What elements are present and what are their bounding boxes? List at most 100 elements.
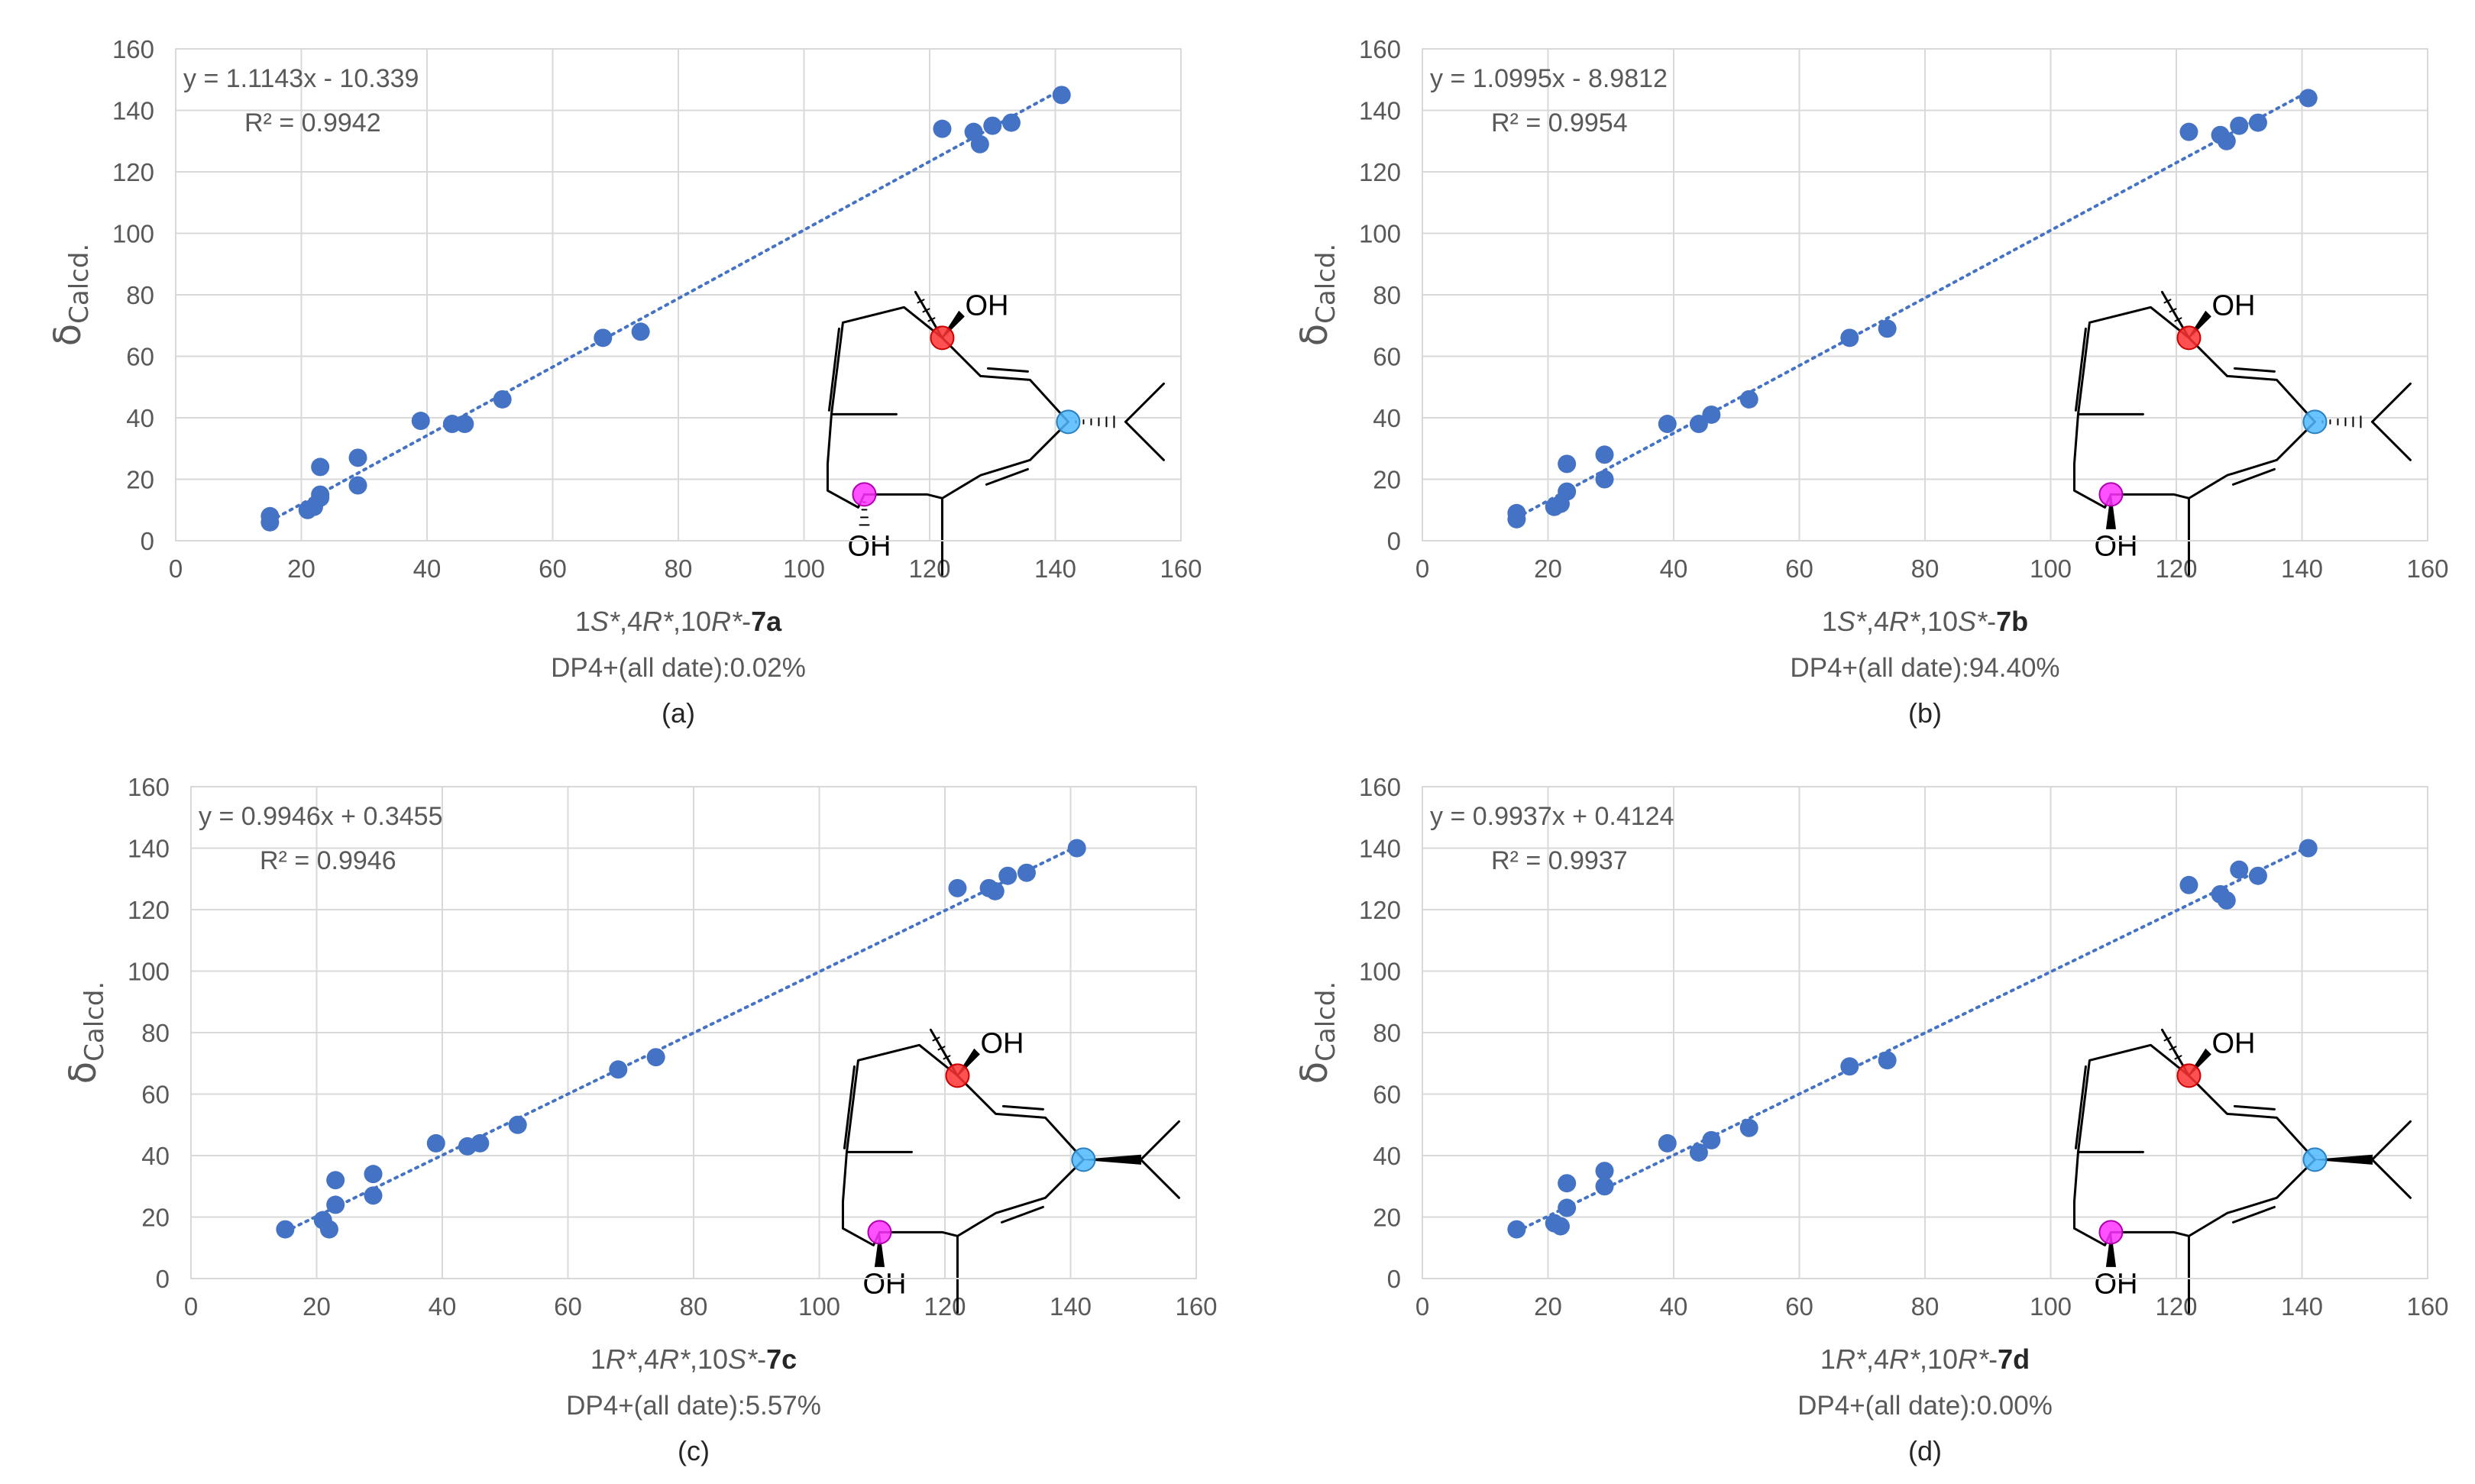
data-point: [2248, 866, 2267, 885]
y-tick-label: 120: [112, 158, 154, 186]
data-point: [1878, 319, 1897, 338]
trendline-equation: y = 0.9937x + 0.4124: [1430, 802, 1674, 831]
x-axis-label-part: ,10: [673, 606, 711, 637]
double-bond-line: [2233, 1104, 2276, 1111]
x-axis-label-part: 7a: [751, 606, 782, 637]
x-tick-label: 20: [302, 1292, 331, 1321]
data-point: [1558, 482, 1577, 501]
y-tick-label: 100: [1359, 958, 1401, 986]
molecule-structure: OH OH: [2072, 1027, 2412, 1314]
panel-label: (a): [662, 697, 695, 729]
oh-label-bottom: OH: [847, 530, 891, 562]
trendline: [268, 88, 1063, 523]
double-bond-line: [2074, 1065, 2087, 1149]
x-tick-label: 40: [1660, 554, 1688, 583]
x-tick-label: 100: [798, 1292, 840, 1321]
x-axis-label-part: ,10: [1920, 606, 1958, 637]
y-tick-label: 60: [141, 1081, 170, 1109]
y-tick-label: 0: [1387, 1265, 1401, 1293]
double-bond-line: [2074, 327, 2087, 412]
y-axis-label-subscript: Calcd.: [1311, 244, 1341, 324]
data-point: [326, 1171, 345, 1190]
y-tick-label: 80: [141, 1019, 170, 1047]
dp4-probability: DP4+(all date):5.57%: [566, 1391, 821, 1421]
x-axis-label-part: R*: [642, 606, 674, 637]
x-tick-label: 140: [2281, 554, 2323, 583]
data-point: [2248, 113, 2267, 132]
data-point: [442, 415, 461, 434]
stereocenter-marker-c4: [867, 1220, 892, 1245]
x-tick-label: 120: [2155, 1292, 2197, 1321]
y-tick-label: 160: [112, 35, 154, 63]
data-point: [411, 412, 430, 431]
data-point: [1739, 390, 1758, 409]
x-axis-label-part: -: [1988, 1343, 1998, 1375]
panel-label: (d): [1908, 1435, 1942, 1466]
x-axis-label-part: R*: [1836, 1343, 1867, 1375]
y-tick-label: 20: [1373, 1204, 1401, 1232]
molecule-structure: OH OH: [826, 289, 1165, 576]
data-point: [364, 1165, 383, 1184]
data-point: [2230, 116, 2249, 135]
ring-bond: [2187, 336, 2316, 423]
x-tick-label: 20: [287, 554, 315, 583]
y-tick-label: 120: [128, 896, 170, 924]
x-axis-label-part: S*: [1958, 606, 1988, 637]
panel-label: (b): [1908, 697, 1942, 729]
trendline-equation: y = 1.1143x - 10.339: [183, 64, 419, 93]
y-tick-label: 80: [126, 281, 154, 309]
x-tick-label: 40: [413, 554, 442, 583]
oh-label-top: OH: [2211, 1027, 2255, 1059]
data-point: [493, 390, 512, 409]
data-point: [1558, 1174, 1577, 1193]
data-point: [326, 1195, 345, 1214]
x-tick-label: 120: [924, 1292, 966, 1321]
data-point: [594, 328, 613, 348]
data-point: [1595, 1177, 1614, 1196]
x-axis-label-part: R*: [1889, 606, 1920, 637]
y-tick-label: 100: [128, 958, 170, 986]
y-tick-label: 160: [128, 773, 170, 801]
hash-bond: [2169, 308, 2177, 313]
data-point: [508, 1115, 527, 1134]
x-tick-label: 40: [429, 1292, 457, 1321]
y-tick-label: 140: [112, 97, 154, 125]
y-axis-label-subscript: Calcd.: [1311, 981, 1341, 1062]
oh-label-top: OH: [2211, 289, 2255, 322]
data-point: [2217, 131, 2236, 150]
hash-bond: [943, 1055, 951, 1060]
hash-bond: [917, 299, 925, 304]
data-point: [1658, 415, 1677, 434]
x-tick-label: 60: [1785, 1292, 1813, 1321]
y-tick-label: 20: [1373, 466, 1401, 494]
y-tick-label: 40: [141, 1142, 170, 1170]
x-axis-label-part: S*: [728, 1343, 758, 1375]
x-axis-label: 1R*,4R*,10R*-7d: [1820, 1343, 2030, 1375]
dp4-probability: DP4+(all date):94.40%: [1790, 653, 2059, 683]
plot-area: [190, 786, 1197, 1279]
data-point: [2230, 860, 2249, 879]
y-tick-label: 0: [141, 527, 154, 555]
y-tick-label: 40: [1373, 404, 1401, 432]
y-tick-label: 60: [1373, 343, 1401, 371]
stereocenter-marker-c4: [852, 482, 877, 507]
data-point: [2299, 839, 2318, 858]
oh-label-bottom: OH: [2094, 530, 2137, 562]
x-axis-label-part: 1: [1822, 606, 1837, 637]
y-tick-label: 0: [156, 1265, 170, 1293]
y-tick-label: 140: [1359, 835, 1401, 863]
data-point: [348, 448, 367, 467]
isopropyl-bond: [2370, 1120, 2412, 1161]
double-bond-line: [1001, 1104, 1044, 1111]
oh-label-bottom: OH: [862, 1268, 906, 1300]
x-axis-label-part: ,10: [1920, 1343, 1958, 1375]
trendline: [1515, 845, 2310, 1233]
double-bond-line: [827, 327, 840, 412]
x-tick-label: 160: [2406, 554, 2448, 583]
x-tick-label: 60: [554, 1292, 582, 1321]
hash-bond: [922, 308, 930, 313]
x-tick-label: 80: [1911, 1292, 1940, 1321]
x-axis-label-part: -: [742, 606, 751, 637]
y-axis-label: δCalcd.: [1293, 244, 1341, 346]
data-point: [260, 506, 280, 525]
